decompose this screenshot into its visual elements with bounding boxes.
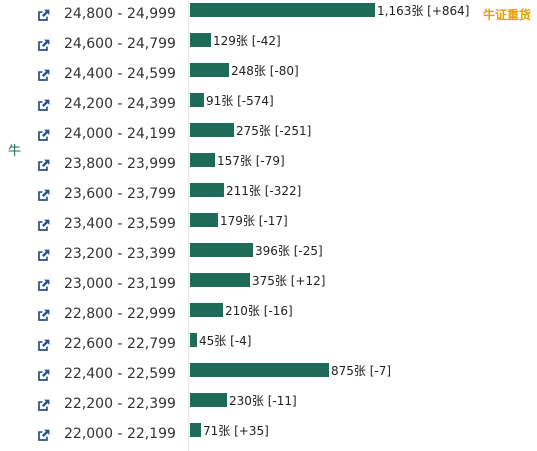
range-label: 22,600 - 22,799 (64, 336, 176, 352)
bar-value-label: 275张 [-251] (236, 124, 312, 138)
bar[interactable] (190, 3, 375, 17)
external-link-icon[interactable] (36, 248, 51, 263)
external-link-icon[interactable] (36, 398, 51, 413)
range-row: 24,600 - 24,799 129张 [-42] (0, 31, 537, 61)
range-label: 23,200 - 23,399 (64, 246, 176, 262)
range-row: 23,200 - 23,399 396张 [-25] (0, 241, 537, 271)
bar[interactable] (190, 273, 250, 287)
range-label: 22,400 - 22,599 (64, 366, 176, 382)
external-link-icon[interactable] (36, 338, 51, 353)
range-row: 24,800 - 24,999 1,163张 [+864] (0, 1, 537, 31)
bar[interactable] (190, 423, 201, 437)
range-label: 24,000 - 24,199 (64, 126, 176, 142)
axis-divider (188, 241, 189, 271)
bar[interactable] (190, 123, 234, 137)
range-row: 22,400 - 22,599 875张 [-7] (0, 361, 537, 391)
bar[interactable] (190, 303, 223, 317)
range-label: 22,000 - 22,199 (64, 426, 176, 442)
range-label: 23,400 - 23,599 (64, 216, 176, 232)
bar[interactable] (190, 63, 229, 77)
bar-value-label: 248张 [-80] (231, 64, 299, 78)
bar-value-label: 157张 [-79] (217, 154, 285, 168)
bar-value-label: 211张 [-322] (226, 184, 302, 198)
bar-value-label: 210张 [-16] (225, 304, 293, 318)
range-label: 23,800 - 23,999 (64, 156, 176, 172)
external-link-icon[interactable] (36, 158, 51, 173)
range-row: 24,200 - 24,399 91张 [-574] (0, 91, 537, 121)
axis-divider (188, 1, 189, 31)
external-link-icon[interactable] (36, 68, 51, 83)
range-label: 24,600 - 24,799 (64, 36, 176, 52)
axis-divider (188, 181, 189, 211)
range-label: 24,400 - 24,599 (64, 66, 176, 82)
external-link-icon[interactable] (36, 278, 51, 293)
bar-value-label: 375张 [+12] (252, 274, 326, 288)
range-row: 22,200 - 22,399 230张 [-11] (0, 391, 537, 421)
axis-divider (188, 91, 189, 121)
range-label: 22,200 - 22,399 (64, 396, 176, 412)
range-row: 23,000 - 23,199 375张 [+12] (0, 271, 537, 301)
bar[interactable] (190, 333, 197, 347)
bar-value-label: 45张 [-4] (199, 334, 252, 348)
axis-divider (188, 61, 189, 91)
range-label: 22,800 - 22,999 (64, 306, 176, 322)
bar[interactable] (190, 153, 215, 167)
range-row: 22,800 - 22,999 210张 [-16] (0, 301, 537, 331)
axis-divider (188, 331, 189, 361)
external-link-icon[interactable] (36, 308, 51, 323)
bar-value-label: 875张 [-7] (331, 364, 392, 378)
bar[interactable] (190, 243, 253, 257)
bar-value-label: 1,163张 [+864] (377, 4, 470, 18)
range-label: 24,800 - 24,999 (64, 6, 176, 22)
bar[interactable] (190, 183, 224, 197)
external-link-icon[interactable] (36, 128, 51, 143)
range-label: 23,600 - 23,799 (64, 186, 176, 202)
axis-divider (188, 271, 189, 301)
bar-value-label: 396张 [-25] (255, 244, 323, 258)
bar-value-label: 71张 [+35] (203, 424, 269, 438)
external-link-icon[interactable] (36, 188, 51, 203)
corner-tag: 牛证重货 (483, 8, 532, 22)
bar[interactable] (190, 93, 204, 107)
bar-value-label: 129张 [-42] (213, 34, 281, 48)
axis-divider (188, 301, 189, 331)
range-row: 22,000 - 22,199 71张 [+35] (0, 421, 537, 451)
external-link-icon[interactable] (36, 38, 51, 53)
external-link-icon[interactable] (36, 368, 51, 383)
range-row: 23,800 - 23,999 157张 [-79] (0, 151, 537, 181)
range-row: 22,600 - 22,799 45张 [-4] (0, 331, 537, 361)
external-link-icon[interactable] (36, 8, 51, 23)
axis-divider (188, 361, 189, 391)
axis-divider (188, 211, 189, 241)
bar[interactable] (190, 393, 227, 407)
bar[interactable] (190, 33, 211, 47)
axis-divider (188, 151, 189, 181)
axis-divider (188, 121, 189, 151)
range-label: 23,000 - 23,199 (64, 276, 176, 292)
range-label: 24,200 - 24,399 (64, 96, 176, 112)
external-link-icon[interactable] (36, 98, 51, 113)
bar-value-label: 179张 [-17] (220, 214, 288, 228)
range-row: 23,400 - 23,599 179张 [-17] (0, 211, 537, 241)
bar[interactable] (190, 213, 218, 227)
axis-divider (188, 31, 189, 61)
axis-divider (188, 391, 189, 421)
range-row: 23,600 - 23,799 211张 [-322] (0, 181, 537, 211)
external-link-icon[interactable] (36, 428, 51, 443)
range-row: 24,000 - 24,199 275张 [-251] (0, 121, 537, 151)
side-label: 牛 (8, 144, 22, 159)
bar-value-label: 230张 [-11] (229, 394, 297, 408)
external-link-icon[interactable] (36, 218, 51, 233)
bar-value-label: 91张 [-574] (206, 94, 274, 108)
range-row: 24,400 - 24,599 248张 [-80] (0, 61, 537, 91)
bar[interactable] (190, 363, 329, 377)
axis-divider (188, 421, 189, 451)
